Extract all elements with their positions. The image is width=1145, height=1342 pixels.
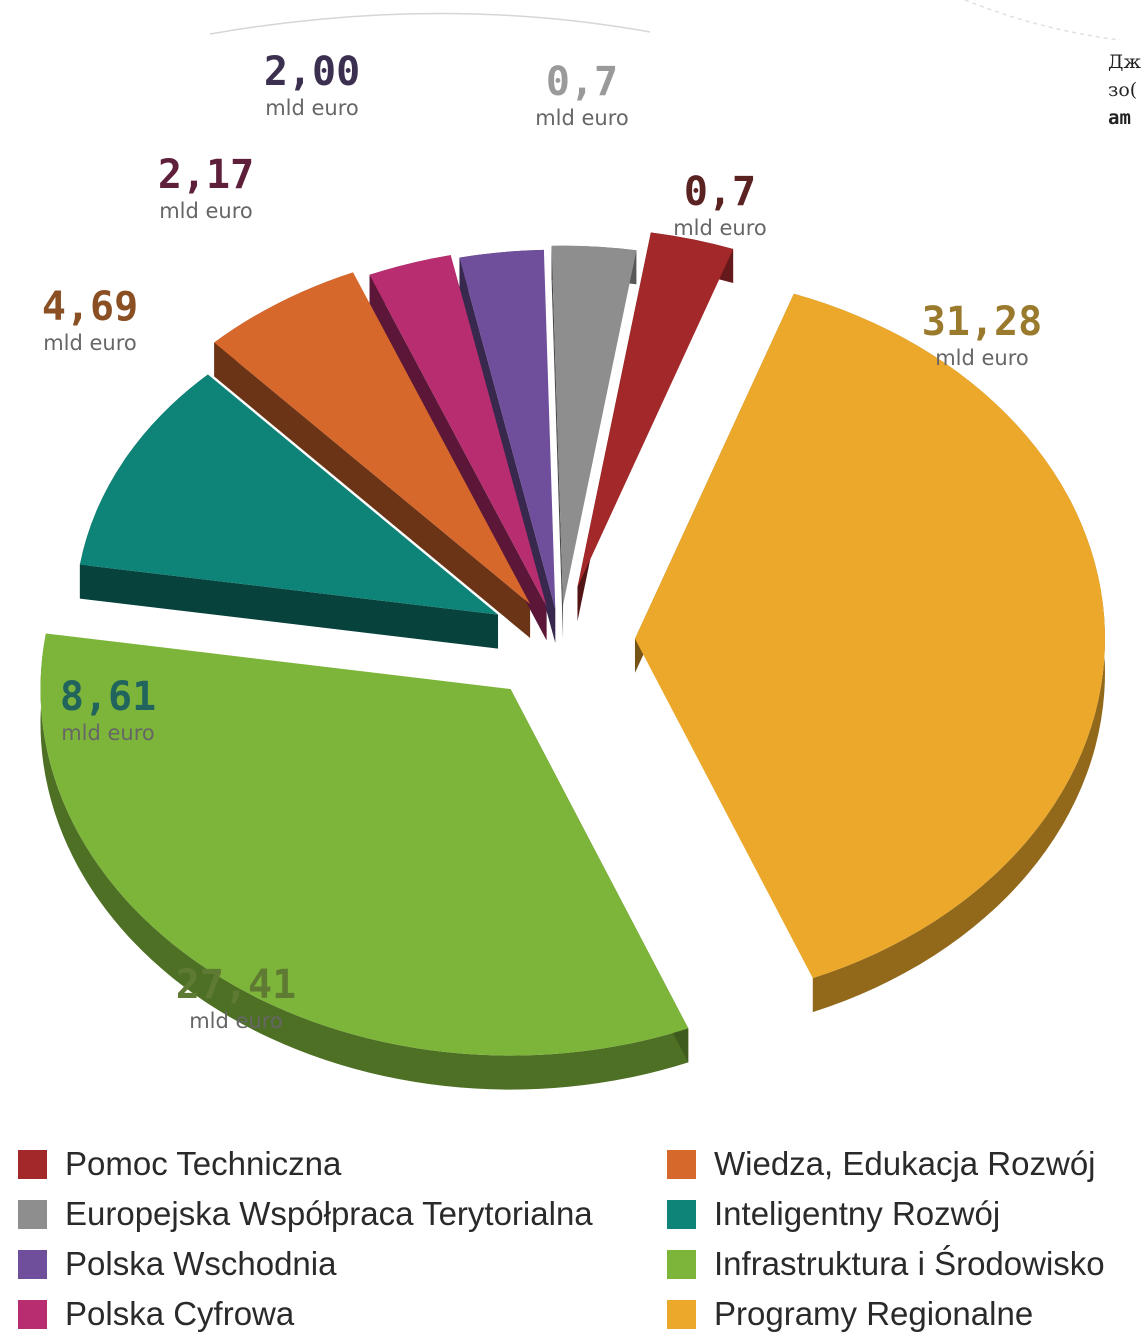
side-note: Дж зо( am [1108, 48, 1145, 132]
legend-swatch [18, 1249, 47, 1279]
legend-item-pomoc-techniczna: Pomoc Techniczna [18, 1145, 341, 1183]
data-label-value: 2,17 [158, 152, 254, 198]
pie-slice-wall [79, 564, 499, 649]
data-label-value: 8,61 [60, 674, 156, 720]
pie-slice-side [40, 633, 689, 1090]
data-label-unit: mld euro [265, 96, 359, 120]
data-label-unit: mld euro [935, 346, 1029, 370]
pie-slice-wall [551, 245, 564, 639]
data-label-value: 4,69 [42, 284, 138, 330]
data-label-unit: mld euro [43, 331, 137, 355]
data-label-value: 31,28 [922, 299, 1042, 345]
legend-label: Pomoc Techniczna [65, 1145, 342, 1182]
legend-swatch [667, 1199, 696, 1229]
legend-item-wiedza-edukacja: Wiedza, Edukacja Rozwój [667, 1145, 1096, 1183]
side-note-line-3: am [1108, 107, 1131, 129]
pie-slice-1 [551, 245, 637, 605]
legend-item-polska-cyfrowa: Polska Cyfrowa [18, 1295, 294, 1333]
side-note-line-1: Дж [1108, 51, 1141, 73]
data-label-value: 0,7 [684, 169, 756, 215]
pie-slice-7 [634, 293, 1105, 979]
legend-label: Europejska Współpraca Terytorialna [65, 1195, 593, 1232]
legend-item-inteligentny-rozwoj: Inteligentny Rozwój [667, 1195, 1000, 1233]
pie-slice-3 [369, 255, 547, 607]
decor-arc [964, 0, 1121, 41]
legend-item-programy-regionalne: Programy Regionalne [667, 1295, 1033, 1333]
pie-slice-wall [459, 257, 556, 644]
pie-slice-wall [369, 274, 547, 641]
chart-legend: Pomoc Techniczna Europejska Współpraca T… [0, 1145, 1145, 1342]
legend-item-infrastruktura: Infrastruktura i Środowisko [667, 1245, 1105, 1283]
legend-label: Polska Cyfrowa [65, 1295, 295, 1332]
legend-label: Inteligentny Rozwój [714, 1195, 1001, 1232]
data-label-unit: mld euro [673, 216, 767, 240]
legend-swatch [18, 1299, 47, 1329]
legend-label: Programy Regionalne [714, 1295, 1034, 1332]
legend-swatch [667, 1149, 696, 1179]
legend-item-europejska-wspolpraca: Europejska Współpraca Terytorialna [18, 1195, 593, 1233]
pie-slice-6 [40, 633, 689, 1056]
legend-swatch [667, 1249, 696, 1279]
legend-label: Polska Wschodnia [65, 1245, 337, 1282]
legend-label: Infrastruktura i Środowisko [714, 1245, 1105, 1282]
pie-slice-5 [79, 374, 499, 615]
legend-swatch [18, 1199, 47, 1229]
data-label-value: 27,41 [176, 962, 296, 1008]
data-label-unit: mld euro [189, 1009, 283, 1033]
data-label-value: 0,7 [546, 59, 618, 105]
data-label-unit: mld euro [159, 199, 253, 223]
decor-arc [209, 12, 651, 35]
data-label-unit: mld euro [535, 106, 629, 130]
legend-label: Wiedza, Edukacja Rozwój [714, 1145, 1096, 1182]
data-label-unit: mld euro [61, 721, 155, 745]
data-label-value: 2,00 [264, 49, 360, 95]
pie-slice-0 [577, 232, 734, 588]
pie-slice-2 [459, 249, 556, 610]
legend-item-polska-wschodnia: Polska Wschodnia [18, 1245, 336, 1283]
side-note-line-2: зо( [1108, 79, 1138, 101]
pie-slice-wall [214, 342, 531, 638]
legend-swatch [18, 1149, 47, 1179]
pie-slice-4 [214, 272, 531, 604]
legend-swatch [667, 1299, 696, 1329]
